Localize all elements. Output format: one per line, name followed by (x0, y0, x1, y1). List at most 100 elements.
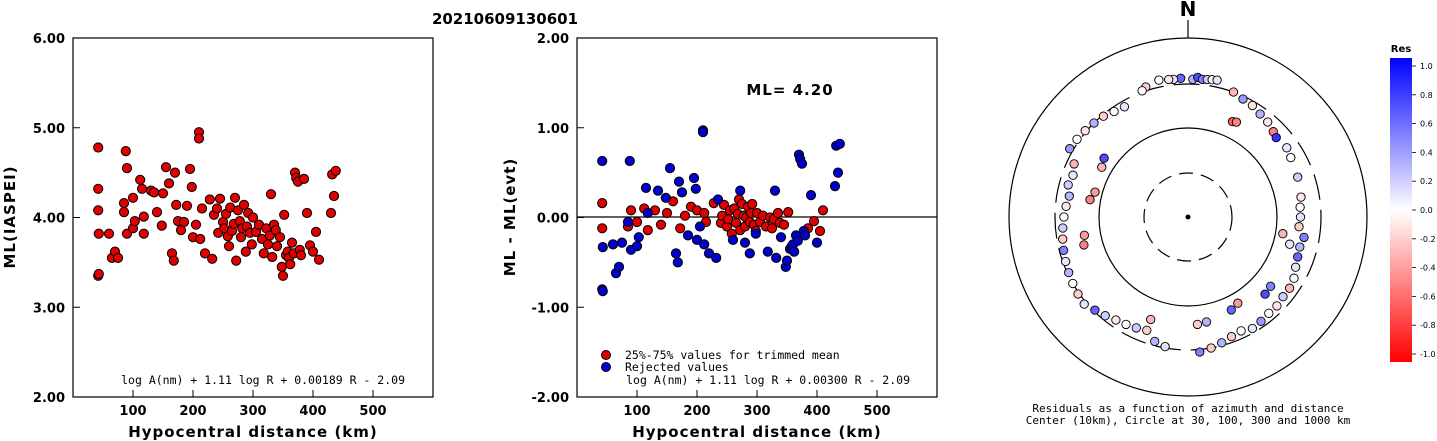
panel2-x-axis-label: Hypocentral distance (km) (632, 423, 882, 441)
polar-data-point (1142, 325, 1152, 335)
p1-data-point (307, 246, 319, 257)
p2-data-point (624, 155, 635, 167)
p2-data-point (655, 219, 667, 230)
p2-data-point (633, 232, 644, 243)
colorbar-tick-label: 0.8 (1420, 91, 1433, 100)
p2-data-point (829, 181, 841, 192)
p2-data-point (744, 248, 755, 259)
p2-data-point (727, 234, 739, 245)
polar-data-point (1099, 153, 1109, 163)
p1-data-point (136, 183, 148, 194)
polar-data-point (1146, 314, 1156, 325)
p2-data-point (597, 198, 608, 209)
p1-data-point (184, 163, 196, 175)
panel-ml-iaspei: 100 200 300 400 500 2.00 3.00 4.00 5.00 6.00 log… (1, 32, 434, 441)
p2-data-point (814, 225, 826, 237)
p1-data-point (229, 192, 241, 203)
p1-data-point (181, 200, 193, 211)
polar-data-point (1272, 301, 1282, 311)
p1-y-tick-label: 3.00 (33, 301, 65, 316)
p1-data-point (121, 163, 133, 174)
p1-data-point (195, 233, 206, 245)
p1-data-point (301, 207, 313, 219)
colorbar-tick-label: 0.0 (1420, 206, 1433, 215)
p1-data-point (276, 261, 287, 272)
p2-data-point (796, 158, 808, 169)
ring-1000km (1008, 37, 1368, 397)
colorbar-tick-label: 0.2 (1420, 177, 1433, 186)
p2-data-point (631, 241, 643, 252)
colorbar-tick-label: -1.0 (1420, 350, 1436, 359)
panel1-x-axis-label: Hypocentral distance (km) (128, 423, 378, 441)
p1-data-point (258, 248, 269, 259)
p1-y-tick-label: 4.00 (33, 212, 65, 227)
p1-data-point (277, 270, 289, 281)
polar-data-point (1080, 126, 1090, 136)
p1-data-point (169, 167, 181, 178)
polar-data-point (1073, 289, 1083, 299)
p1-data-point (129, 216, 140, 227)
polar-data-point (1192, 319, 1203, 330)
polar-data-point (1233, 298, 1243, 308)
p1-y-tick-label: 5.00 (33, 122, 65, 137)
ring-30km (1143, 172, 1233, 262)
polar-data-point (1160, 341, 1170, 352)
polar-caption-line2: Center (10km), Circle at 30, 100, 300 an… (1026, 414, 1351, 427)
polar-data-point (1282, 143, 1292, 153)
polar-data-point (1089, 118, 1099, 128)
p2-data-point (762, 246, 773, 257)
polar-data-point (1060, 256, 1071, 267)
polar-data-point (1058, 223, 1068, 233)
p2-data-point (775, 232, 787, 243)
colorbar-gradient (1390, 58, 1412, 362)
p2-x-tick-label: 400 (803, 404, 830, 419)
panel1-x-ticks: 100 200 300 400 500 (119, 390, 387, 419)
p2-data-point (697, 127, 709, 138)
polar-data-point (1295, 202, 1305, 212)
p1-data-point (93, 228, 104, 239)
polar-data-point (1294, 222, 1304, 232)
p1-data-point (118, 198, 130, 209)
p2-y-tick-label: 1.00 (537, 122, 569, 137)
polar-data-point (1059, 212, 1069, 222)
p2-data-point (811, 237, 823, 248)
p1-data-point (238, 199, 250, 210)
p1-data-point (207, 253, 218, 264)
polar-data-point (1201, 317, 1212, 327)
p2-data-point (808, 216, 820, 227)
p1-x-tick-label: 500 (359, 404, 386, 419)
p1-data-point (178, 216, 190, 228)
polar-data-point (1228, 87, 1239, 97)
polar-data-point (1090, 187, 1100, 197)
polar-data-point (1263, 117, 1273, 127)
polar-data-point (1271, 132, 1281, 143)
polar-data-point (1164, 74, 1174, 85)
p1-data-point (93, 142, 104, 153)
panel2-formula: log A(nm) + 1.11 log R + 0.00300 R - 2.0… (626, 373, 910, 387)
p2-data-point (675, 223, 686, 234)
p1-data-point (186, 181, 197, 193)
panel2-y-ticks: -2.00 -1.00 0.00 1.00 2.00 (532, 32, 584, 406)
p1-data-point (267, 251, 278, 263)
polar-data-point (1063, 180, 1073, 190)
polar-data-point (1231, 117, 1242, 127)
p2-y-tick-label: 2.00 (537, 32, 569, 47)
colorbar-tick-label: -0.8 (1420, 321, 1436, 330)
north-label: N (1180, 0, 1197, 21)
colorbar: Res 1.0 0.8 0.6 0.4 0.2 0.0 -0.2 -0.4 -0.6 -0.8 -1… (1390, 44, 1436, 362)
p2-data-point (789, 246, 800, 257)
p1-data-point (199, 248, 211, 259)
p1-data-point (235, 232, 247, 243)
polar-data-point (1212, 75, 1222, 85)
polar-data-point (1238, 94, 1248, 104)
p2-data-point (771, 252, 782, 263)
p2-data-point (781, 255, 793, 266)
p1-data-point (262, 239, 274, 250)
p1-data-point (93, 268, 104, 280)
polar-data-point (1256, 316, 1266, 326)
p1-data-point (240, 246, 251, 257)
polar-data-point (1296, 192, 1306, 202)
polar-caption-line1: Residuals as a function of azimuth and d… (1032, 402, 1343, 415)
p1-data-point (325, 207, 337, 219)
p2-data-point (613, 261, 625, 272)
